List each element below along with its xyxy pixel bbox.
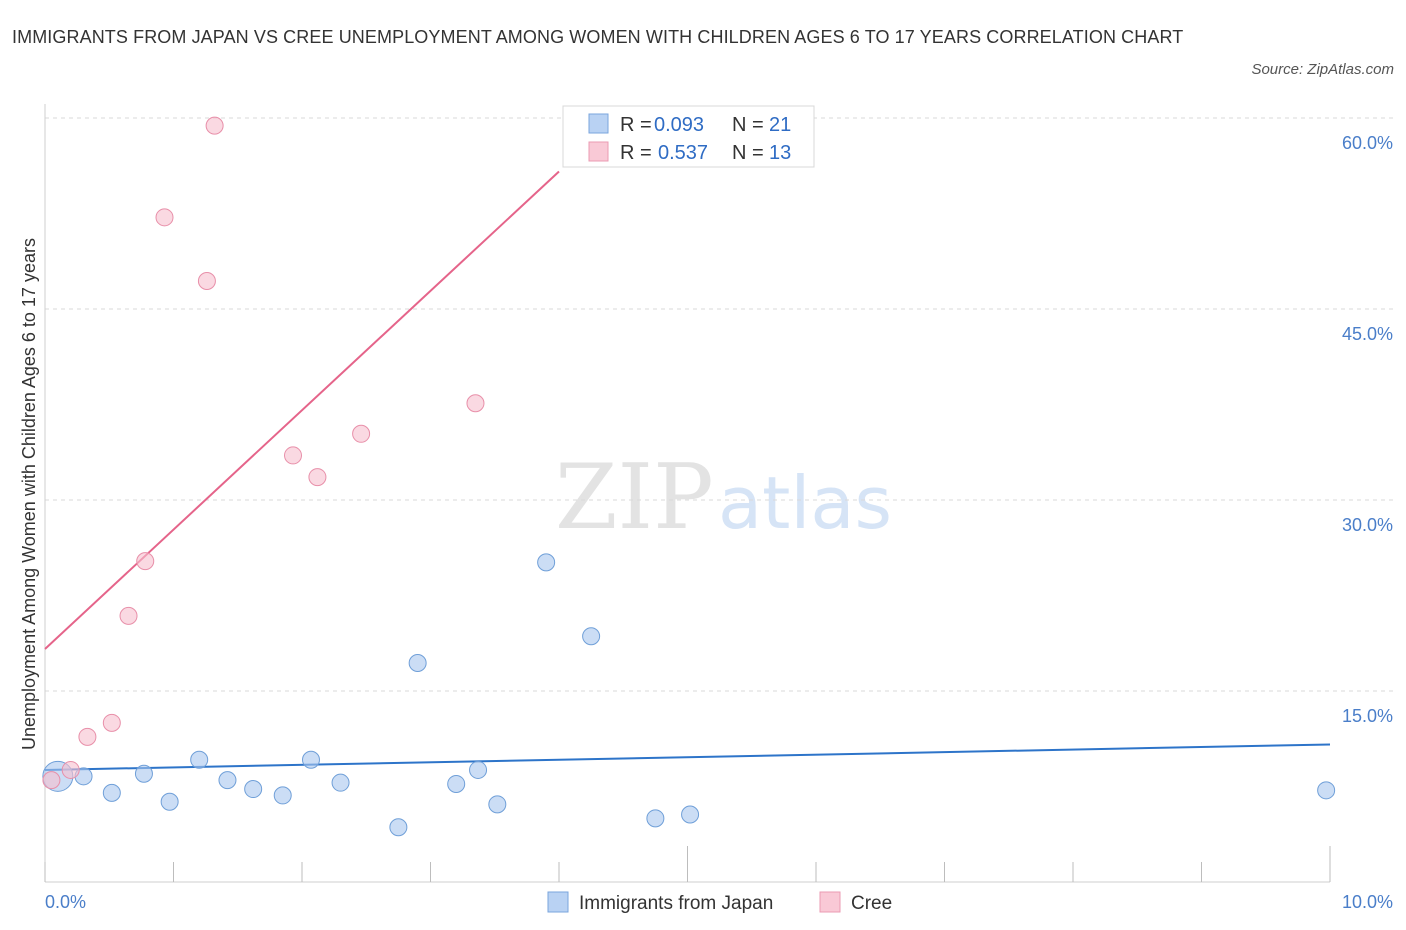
series-legend: Immigrants from Japan Cree [547,891,892,914]
data-point-japan [582,627,601,646]
legend-n-label-japan: N = [732,114,764,136]
data-point-japan [681,805,700,824]
legend-r-value-cree: 0.537 [658,142,708,164]
watermark-atlas: atlas [718,461,892,545]
legend-swatch-cree [588,141,609,162]
data-point-japan [389,818,408,837]
correlation-legend: R = 0.093 N = 21 R = 0.537 N = 13 [562,105,815,168]
x-tick-label-max: 10.0% [1342,892,1393,912]
legend-r-label-japan: R = [620,114,652,136]
chart-title: IMMIGRANTS FROM JAPAN VS CREE UNEMPLOYME… [12,27,1184,47]
trend-lines [44,170,1331,771]
data-point-cree [205,116,224,135]
legend-n-value-cree: 13 [769,142,791,164]
source-label: Source: ZipAtlas.com [1251,61,1394,78]
y-tick-label: 60.0% [1342,133,1393,153]
y-axis-label: Unemployment Among Women with Children A… [19,238,39,750]
data-point-cree [61,760,80,779]
data-point-cree [466,394,485,413]
series-label-cree: Cree [851,893,892,914]
data-points [42,116,1336,837]
data-point-japan [102,783,121,802]
legend-n-label-cree: N = [732,142,764,164]
data-point-cree [42,771,61,790]
data-point-japan [273,786,292,805]
data-point-cree [352,424,371,443]
data-point-japan [190,750,209,769]
grid-lines [45,117,1393,692]
data-point-cree [102,713,121,732]
x-tick-label-min: 0.0% [45,892,86,912]
data-point-japan [537,553,556,572]
legend-swatch-japan [588,113,609,134]
watermark-zip: ZIP [555,445,714,550]
data-point-japan [218,771,237,790]
y-tick-label: 45.0% [1342,324,1393,344]
axes [44,104,1331,883]
trend-line-cree [44,170,560,650]
series-label-japan: Immigrants from Japan [579,893,773,914]
data-point-japan [408,653,427,672]
data-point-cree [119,606,138,625]
legend-n-value-japan: 21 [769,114,791,136]
trend-line-japan [44,743,1331,771]
data-point-japan [301,750,320,769]
data-point-cree [284,446,303,465]
data-point-cree [197,271,216,290]
data-point-japan [488,795,507,814]
data-point-japan [1317,781,1336,800]
tick-labels: 15.0% 30.0% 45.0% 60.0% [1342,133,1393,726]
series-swatch-cree [819,891,841,913]
data-point-cree [136,552,155,571]
data-point-cree [155,208,174,227]
y-tick-label: 15.0% [1342,706,1393,726]
legend-r-label-cree: R = [620,142,652,164]
data-point-cree [308,468,327,487]
data-point-japan [134,764,153,783]
data-point-japan [244,780,263,799]
data-point-japan [646,809,665,828]
legend-r-value-japan: 0.093 [654,114,704,136]
data-point-japan [469,760,488,779]
data-point-japan [447,774,466,793]
y-tick-label: 30.0% [1342,515,1393,535]
data-point-japan [160,792,179,811]
series-swatch-japan [547,891,569,913]
data-point-cree [78,727,97,746]
data-point-japan [331,773,350,792]
